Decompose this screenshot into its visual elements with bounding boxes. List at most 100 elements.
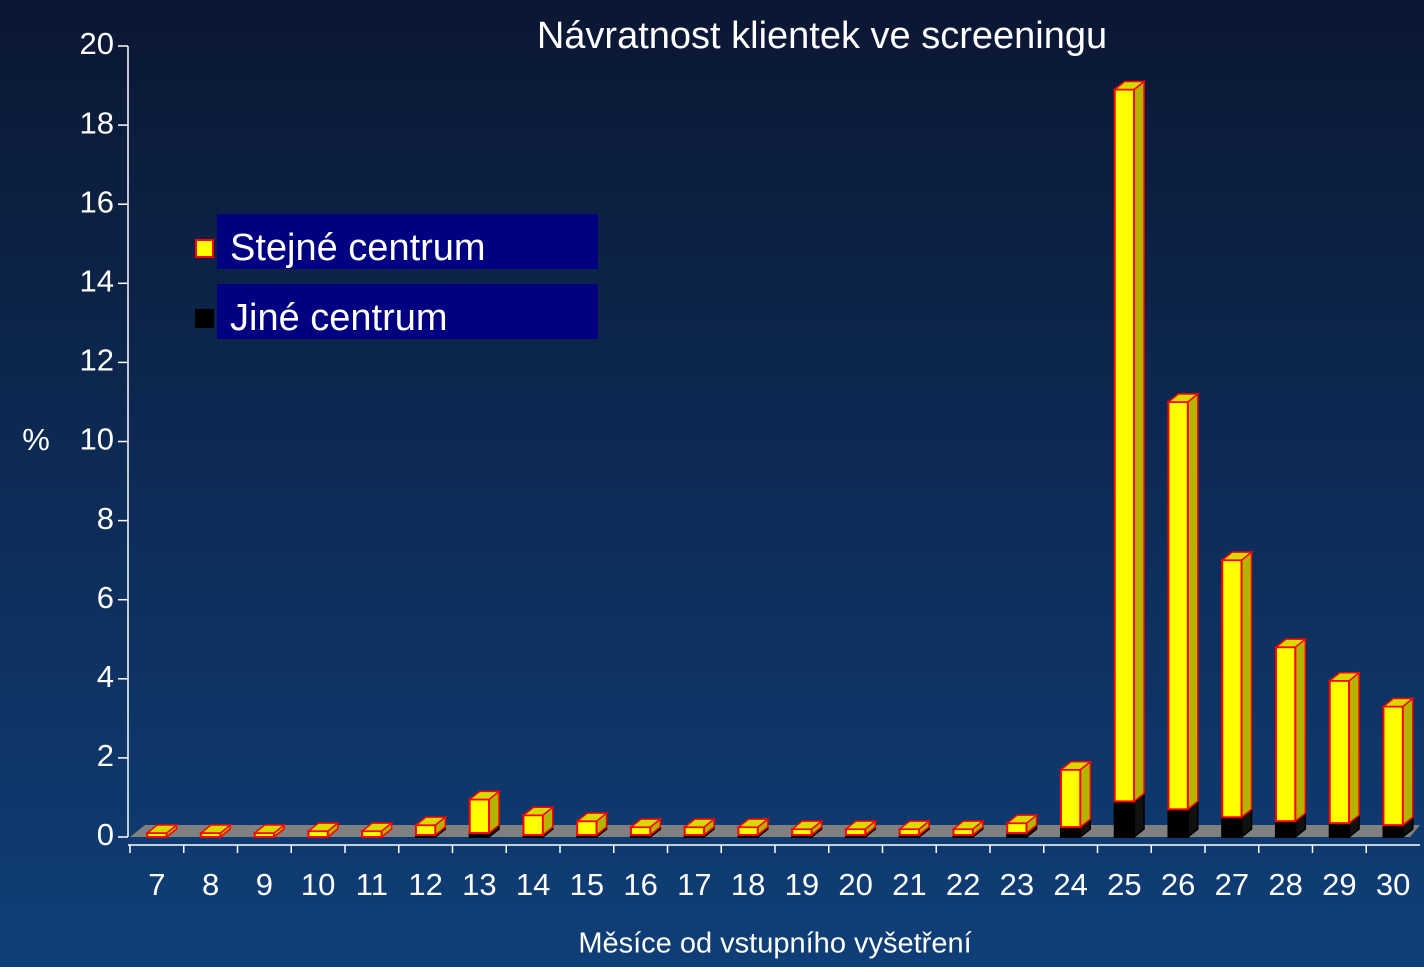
- x-tick-label: 11: [356, 867, 388, 902]
- bar-side: [1348, 671, 1360, 825]
- bar: [1382, 705, 1404, 827]
- bar-top: [198, 824, 233, 834]
- bar-top: [1166, 393, 1200, 403]
- bar-side: [1133, 79, 1145, 803]
- legend-label: Stejné centrum: [230, 227, 486, 269]
- x-tick-label: 24: [1053, 867, 1087, 902]
- bar: [1059, 768, 1082, 829]
- bar-top: [790, 820, 824, 830]
- y-tick-label: 2: [97, 738, 114, 773]
- bar-top: [897, 820, 932, 830]
- bar: [1167, 400, 1189, 811]
- x-tick-label: 27: [1215, 867, 1249, 902]
- x-tick-label: 19: [785, 867, 819, 902]
- bar-top: [951, 820, 985, 830]
- bar: [307, 830, 329, 839]
- x-tick-label: 8: [202, 867, 219, 902]
- legend-swatch: [195, 309, 214, 328]
- bar-top: [1112, 80, 1147, 91]
- x-tick-label: 17: [677, 867, 711, 902]
- bar-top: [736, 818, 770, 828]
- bar: [1328, 822, 1351, 838]
- bar: [683, 826, 706, 837]
- y-tick-label: 6: [97, 580, 114, 615]
- bar-side: [1402, 696, 1414, 827]
- legend-box: [217, 284, 598, 339]
- bar: [629, 826, 652, 837]
- bar: [1167, 808, 1189, 839]
- x-axis-label: Měsíce od vstupního vyšetření: [578, 928, 971, 960]
- bar-top: [306, 822, 340, 832]
- bar: [844, 828, 867, 837]
- bar: [1328, 679, 1351, 825]
- bar-top: [575, 812, 609, 822]
- bar: [737, 826, 759, 837]
- x-tick-label: 16: [623, 867, 657, 902]
- bar: [414, 824, 437, 837]
- bar: [1059, 826, 1082, 838]
- bar-top: [413, 816, 448, 826]
- y-tick-label: 14: [80, 263, 114, 298]
- bar-side: [1294, 637, 1307, 823]
- bar-side: [1187, 392, 1199, 811]
- bar: [898, 828, 921, 837]
- y-tick-label: 20: [80, 26, 114, 61]
- y-tick-label: 12: [80, 343, 114, 378]
- x-tick-label: 7: [148, 867, 165, 902]
- x-tick-label: 12: [408, 867, 442, 902]
- bar: [791, 828, 813, 837]
- y-tick-label: 18: [80, 105, 114, 140]
- bar-top: [1058, 761, 1093, 771]
- bar-top: [1220, 551, 1254, 561]
- bar-top: [360, 822, 394, 832]
- bar-top: [1273, 638, 1308, 648]
- bar-top: [1327, 672, 1362, 682]
- bar-top: [1005, 814, 1039, 824]
- x-tick-label: 15: [570, 867, 604, 902]
- bar-side: [1079, 760, 1092, 829]
- bar: [1113, 88, 1136, 803]
- x-tick-label: 26: [1161, 867, 1195, 902]
- bar-top: [682, 818, 717, 828]
- bar: [1221, 816, 1243, 838]
- floor: [130, 825, 1420, 837]
- bar-top: [145, 824, 179, 834]
- bar: [361, 830, 383, 839]
- legend-box: [217, 214, 598, 269]
- x-tick-label: 13: [462, 867, 496, 902]
- x-tick-label: 10: [301, 867, 335, 902]
- bar-top: [252, 824, 287, 834]
- bar-top: [628, 818, 663, 828]
- legend-label: Jiné centrum: [230, 297, 448, 339]
- chart-title: Návratnost klientek ve screeningu: [537, 15, 1107, 57]
- bar: [952, 828, 974, 837]
- bar: [468, 798, 491, 835]
- bar: [1006, 822, 1028, 835]
- bar: [1274, 646, 1297, 823]
- y-tick-label: 4: [97, 659, 114, 694]
- bar-top: [843, 820, 878, 830]
- x-tick-label: 29: [1322, 867, 1356, 902]
- y-tick-label: 10: [80, 422, 114, 457]
- bar: [1274, 820, 1297, 838]
- y-tick-label: 8: [97, 501, 114, 536]
- x-tick-label: 9: [256, 867, 273, 902]
- bar-top: [521, 806, 555, 816]
- y-tick-label: 16: [80, 184, 114, 219]
- x-tick-label: 21: [892, 867, 926, 902]
- x-tick-label: 18: [731, 867, 765, 902]
- bar-side: [1240, 550, 1253, 819]
- legend-swatch: [195, 239, 214, 258]
- legend: Stejné centrum Jiné centrum: [195, 214, 598, 339]
- y-tick-label: 0: [97, 817, 114, 852]
- x-tick-label: 30: [1376, 867, 1410, 902]
- x-tick-label: 23: [1000, 867, 1034, 902]
- bar: [1382, 824, 1404, 839]
- bar-top: [467, 790, 502, 801]
- x-tick-label: 28: [1268, 867, 1302, 902]
- bar-top: [1381, 697, 1415, 708]
- bar: [576, 820, 598, 837]
- x-tick-label: 25: [1107, 867, 1141, 902]
- bar: [1221, 559, 1243, 819]
